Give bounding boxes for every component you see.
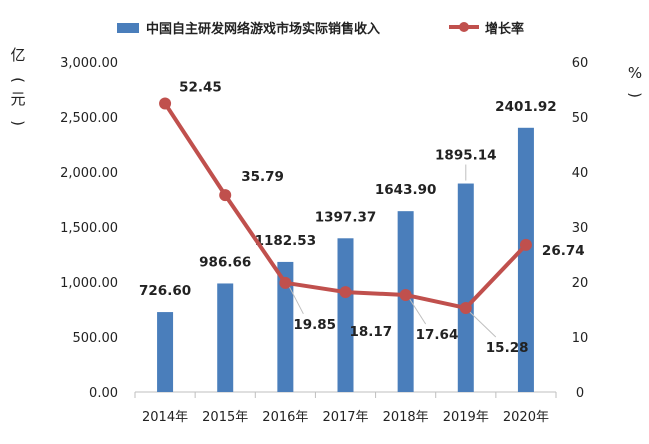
left-tick-label: 1,000.00 — [60, 276, 118, 291]
growth-rate-point — [519, 238, 532, 251]
x-axis: 2014年 2015年 2016年 2017年 2018年 2019年 2020年 — [134, 391, 557, 425]
rate-label-leader — [469, 311, 497, 338]
growth-rate-point — [159, 97, 172, 110]
right-axis-title-char: % — [628, 64, 642, 82]
growth-rate-data-label: 52.45 — [179, 80, 222, 96]
left-tick-label: 3,000.00 — [60, 56, 118, 71]
bar-data-label: 2401.92 — [495, 99, 557, 115]
growth-rate-data-label: 15.28 — [486, 340, 529, 356]
bar-data-label: 986.66 — [199, 254, 251, 270]
legend-bar-swatch — [117, 23, 139, 33]
x-tick-label: 2018年 — [383, 410, 429, 425]
right-tick-label: 10 — [572, 331, 589, 346]
bar-series — [157, 127, 534, 392]
growth-rate-data-label: 17.64 — [416, 327, 459, 343]
bar — [517, 127, 534, 392]
right-tick-label: 0 — [576, 386, 584, 401]
growth-rate-point — [459, 301, 472, 314]
x-tick-label: 2014年 — [142, 410, 188, 425]
right-axis-ticks: 0 10 20 30 40 50 60 — [572, 56, 589, 401]
growth-rate-point — [219, 189, 232, 202]
bar-data-label: 1895.14 — [435, 148, 497, 164]
left-axis-title-char: 亿 — [10, 46, 25, 64]
x-tick-label: 2019年 — [443, 410, 489, 425]
bar-data-label: 1643.90 — [375, 182, 437, 198]
bar — [277, 261, 294, 392]
right-tick-label: 30 — [572, 221, 589, 236]
growth-rate-data-label: 18.17 — [350, 324, 393, 340]
growth-rate-data-label: 26.74 — [542, 243, 585, 259]
left-tick-label: 1,500.00 — [60, 221, 118, 236]
bar-data-label: 1182.53 — [255, 233, 317, 249]
rate-label-leader — [409, 298, 427, 325]
legend: 中国自主研发网络游戏市场实际销售收入 增长率 — [117, 21, 524, 37]
bar — [337, 238, 354, 392]
x-tick-label: 2020年 — [503, 410, 549, 425]
growth-rate-data-labels: 52.45 35.79 19.85 18.17 17.64 15.28 26.74 — [179, 80, 585, 356]
left-tick-label: 2,000.00 — [60, 166, 118, 181]
growth-rate-point — [279, 276, 292, 289]
x-tick-label: 2016年 — [262, 410, 308, 425]
label-leader-lines — [288, 164, 497, 338]
right-tick-label: 50 — [572, 111, 589, 126]
left-axis-title-paren: ( — [9, 77, 27, 83]
right-axis-title: %) — [626, 64, 644, 98]
left-tick-label: 0.00 — [89, 386, 118, 401]
legend-bar-label: 中国自主研发网络游戏市场实际销售收入 — [146, 21, 380, 37]
left-tick-label: 500.00 — [73, 331, 119, 346]
growth-rate-point — [399, 288, 412, 301]
right-tick-label: 60 — [572, 56, 589, 71]
left-axis-title-paren: ) — [9, 120, 27, 126]
bar-data-label: 726.60 — [139, 283, 191, 299]
left-axis-ticks: 0.00 500.00 1,000.00 1,500.00 2,000.00 2,500.… — [60, 56, 118, 401]
legend-line-label: 增长率 — [485, 21, 524, 37]
right-axis-title-paren: ) — [626, 92, 644, 98]
bar — [397, 211, 414, 392]
growth-rate-data-label: 35.79 — [241, 169, 284, 185]
legend-line-marker — [459, 22, 469, 32]
bar-data-label: 1397.37 — [315, 209, 377, 225]
x-tick-label: 2017年 — [322, 410, 368, 425]
right-tick-label: 20 — [572, 276, 589, 291]
growth-rate-point — [339, 286, 352, 299]
left-axis-title-char: 元 — [10, 90, 25, 108]
bar — [217, 283, 234, 392]
rate-label-leader — [288, 286, 304, 315]
right-tick-label: 40 — [572, 166, 589, 181]
growth-rate-data-label: 19.85 — [293, 317, 336, 333]
x-tick-label: 2015年 — [202, 410, 248, 425]
bar — [457, 183, 474, 392]
growth-rate-series — [159, 97, 532, 314]
left-axis-title: 亿 ( 元) — [9, 46, 27, 126]
left-tick-label: 2,500.00 — [60, 111, 118, 126]
bar — [157, 312, 174, 392]
